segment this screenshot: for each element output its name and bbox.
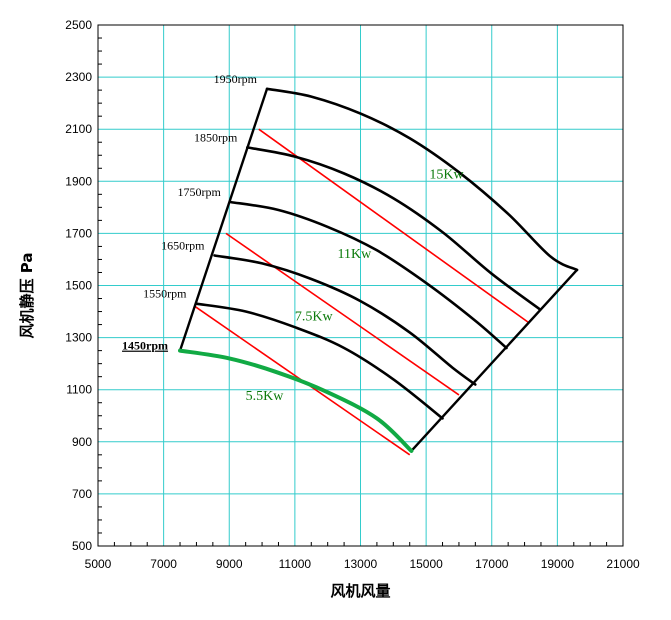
plot-frame [97, 24, 624, 547]
rpm-label: 1750rpm [178, 185, 222, 199]
y-tick-label: 2300 [65, 70, 92, 84]
y-tick-label: 700 [72, 487, 92, 501]
boundary-line [178, 88, 269, 352]
x-tick-label: 15000 [409, 557, 443, 571]
x-tick-label: 17000 [475, 557, 509, 571]
y-tick-label: 1500 [65, 279, 92, 293]
power-line [225, 232, 460, 396]
power-label: 7.5Kw [295, 310, 334, 325]
rpm-label: 1450rpm [122, 339, 168, 353]
speed-curve [195, 302, 444, 420]
series [178, 87, 579, 456]
y-tick-label: 2500 [65, 18, 92, 32]
x-tick-label: 21000 [606, 557, 640, 571]
power-label: 5.5Kw [246, 389, 285, 404]
x-tick-label: 5000 [85, 557, 112, 571]
x-axis-label: 风机风量 [330, 582, 390, 600]
speed-curve [178, 348, 414, 453]
y-tick-labels: 500 700 900 1100 1300 1500 1700 1900 2100 2300 250… [65, 18, 92, 553]
speed-curve [265, 87, 579, 272]
x-tick-label: 13000 [344, 557, 378, 571]
y-tick-label: 2100 [65, 122, 92, 136]
x-tick-label: 19000 [541, 557, 575, 571]
y-tick-label: 900 [72, 435, 92, 449]
rpm-label: 1850rpm [194, 130, 238, 144]
annotations: 1450rpm 1550rpm 1650rpm 1750rpm 1850rpm 1950r… [122, 72, 464, 404]
x-tick-labels: 5000 7000 9000 11000 13000 15000 17000 19000 210… [85, 557, 640, 571]
power-label: 15Kw [429, 168, 464, 183]
y-tick-label: 1700 [65, 226, 92, 240]
y-tick-label: 1300 [65, 331, 92, 345]
boundary-line [410, 269, 578, 452]
speed-curve [213, 254, 477, 386]
rpm-label: 1650rpm [161, 239, 205, 253]
rpm-label: 1550rpm [143, 287, 187, 301]
power-label: 11Kw [338, 247, 373, 262]
y-tick-label: 500 [72, 539, 92, 553]
grid [97, 24, 624, 547]
y-tick-label: 1100 [66, 383, 92, 397]
speed-curve [229, 200, 508, 350]
x-tick-label: 7000 [150, 557, 177, 571]
minor-ticks [98, 37, 608, 546]
speed-curve [246, 146, 541, 311]
x-tick-label: 11000 [279, 557, 312, 571]
power-line [258, 128, 529, 323]
y-axis-label: 风机静压 Pa [18, 253, 36, 339]
x-tick-label: 9000 [216, 557, 243, 571]
y-tick-label: 1900 [65, 174, 92, 188]
rpm-label: 1950rpm [214, 72, 258, 86]
